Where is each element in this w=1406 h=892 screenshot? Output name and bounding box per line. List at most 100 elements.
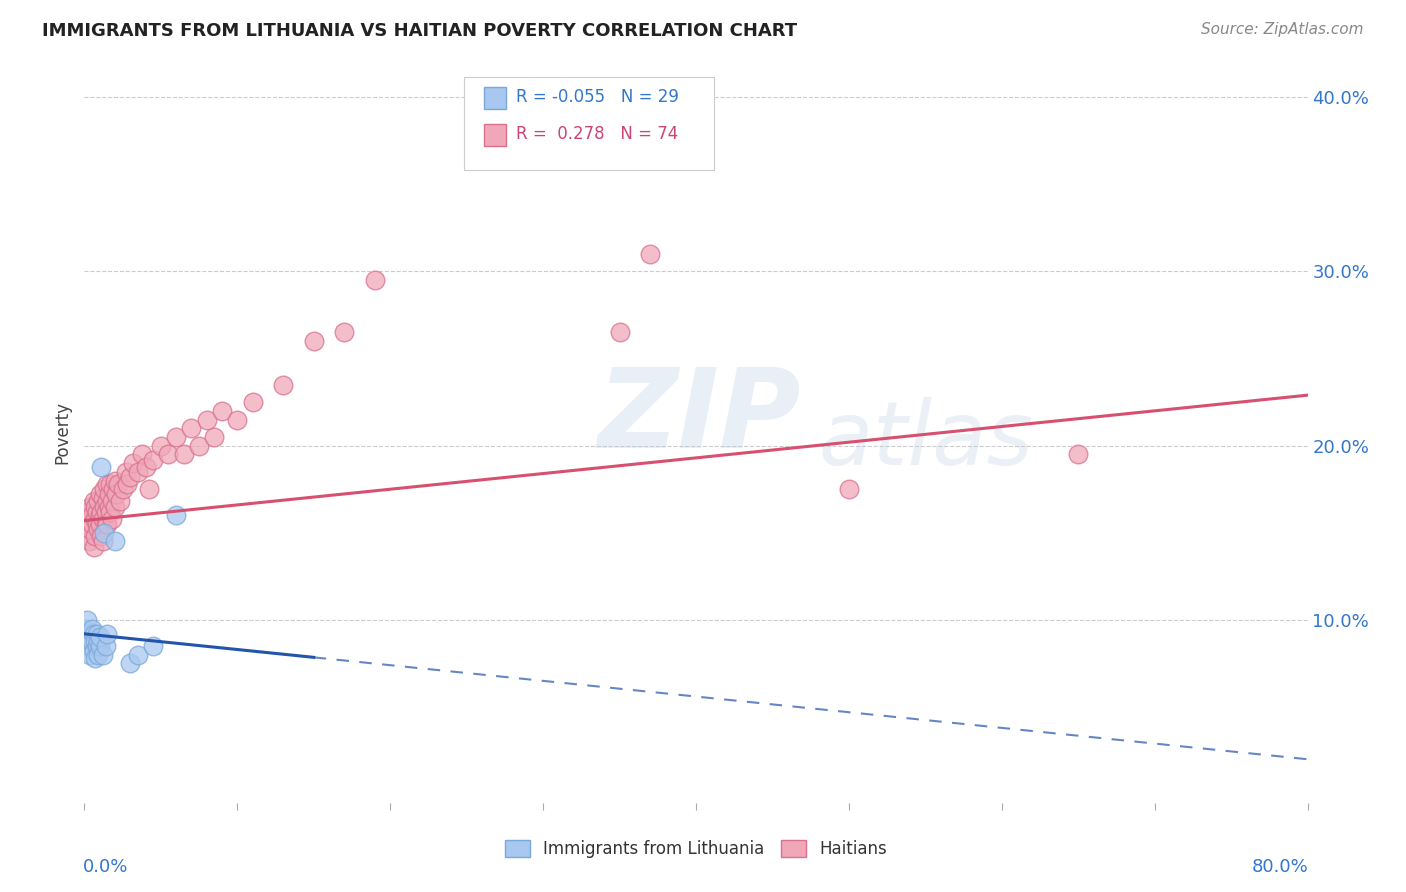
Point: [79, 500, 101, 514]
Point: [79, 522, 101, 536]
Point: [86, 627, 108, 641]
Point: [211, 404, 233, 418]
Text: atlas: atlas: [818, 397, 1033, 483]
Point: [84, 512, 107, 526]
Point: [96, 477, 118, 491]
Point: [89, 487, 111, 501]
Point: [104, 500, 127, 514]
Point: [96, 517, 118, 532]
Point: [80, 508, 103, 523]
Point: [242, 395, 264, 409]
Point: [108, 494, 131, 508]
Point: [142, 452, 165, 467]
Point: [83, 644, 105, 658]
Point: [364, 273, 387, 287]
Point: [157, 447, 180, 461]
Point: [195, 412, 218, 426]
Point: [83, 494, 105, 508]
Point: [142, 639, 165, 653]
Point: [149, 439, 172, 453]
Point: [131, 447, 153, 461]
Point: [87, 494, 110, 508]
Point: [104, 474, 127, 488]
Point: [127, 648, 149, 662]
Point: [86, 505, 108, 519]
Point: [84, 500, 107, 514]
Point: [80, 517, 103, 532]
Point: [173, 447, 195, 461]
Text: R = -0.055   N = 29: R = -0.055 N = 29: [516, 88, 679, 106]
Point: [104, 534, 127, 549]
Point: [94, 639, 117, 653]
Point: [838, 482, 860, 496]
Point: [101, 512, 124, 526]
Point: [333, 326, 356, 340]
Point: [76, 505, 98, 519]
Point: [165, 508, 187, 523]
Y-axis label: Poverty: Poverty: [53, 401, 72, 464]
Point: [94, 505, 117, 519]
Point: [93, 482, 115, 496]
Point: [202, 430, 225, 444]
Point: [609, 326, 631, 340]
Point: [90, 529, 112, 543]
Point: [91, 648, 114, 662]
Point: [97, 487, 120, 501]
Text: IMMIGRANTS FROM LITHUANIA VS HAITIAN POVERTY CORRELATION CHART: IMMIGRANTS FROM LITHUANIA VS HAITIAN POV…: [42, 22, 797, 40]
Point: [77, 639, 100, 653]
FancyBboxPatch shape: [464, 78, 714, 169]
Point: [101, 494, 124, 508]
Point: [89, 517, 111, 532]
Point: [80, 622, 103, 636]
Point: [79, 648, 101, 662]
Point: [77, 627, 100, 641]
Point: [138, 482, 160, 496]
Point: [86, 639, 108, 653]
Point: [135, 459, 157, 474]
Point: [98, 505, 121, 519]
Point: [87, 633, 110, 648]
Point: [97, 500, 120, 514]
Legend: Immigrants from Lithuania, Haitians: Immigrants from Lithuania, Haitians: [498, 833, 894, 865]
Point: [91, 512, 114, 526]
Point: [87, 522, 110, 536]
Point: [98, 477, 121, 491]
Point: [120, 470, 142, 484]
Point: [77, 534, 100, 549]
Point: [107, 477, 129, 491]
Point: [89, 508, 111, 523]
Point: [89, 639, 111, 653]
Point: [84, 529, 107, 543]
Point: [90, 459, 112, 474]
Point: [105, 487, 128, 501]
Text: Source: ZipAtlas.com: Source: ZipAtlas.com: [1201, 22, 1364, 37]
Point: [180, 421, 202, 435]
Point: [115, 477, 138, 491]
Text: 0.0%: 0.0%: [83, 858, 128, 876]
Point: [96, 494, 118, 508]
Point: [93, 525, 115, 540]
Point: [120, 657, 142, 671]
Point: [76, 529, 98, 543]
Point: [114, 465, 136, 479]
Point: [87, 648, 110, 662]
Point: [86, 517, 108, 532]
Point: [77, 512, 100, 526]
FancyBboxPatch shape: [484, 124, 506, 146]
Point: [91, 491, 114, 505]
Point: [96, 627, 118, 641]
Point: [165, 430, 187, 444]
Point: [127, 465, 149, 479]
Text: R =  0.278   N = 74: R = 0.278 N = 74: [516, 125, 679, 144]
Point: [75, 622, 97, 636]
Point: [226, 412, 249, 426]
Point: [91, 534, 114, 549]
Point: [76, 633, 98, 648]
Point: [90, 505, 112, 519]
Point: [83, 540, 105, 554]
Point: [188, 439, 211, 453]
Point: [84, 651, 107, 665]
Point: [271, 377, 294, 392]
Text: 80.0%: 80.0%: [1253, 858, 1309, 876]
Point: [75, 517, 97, 532]
